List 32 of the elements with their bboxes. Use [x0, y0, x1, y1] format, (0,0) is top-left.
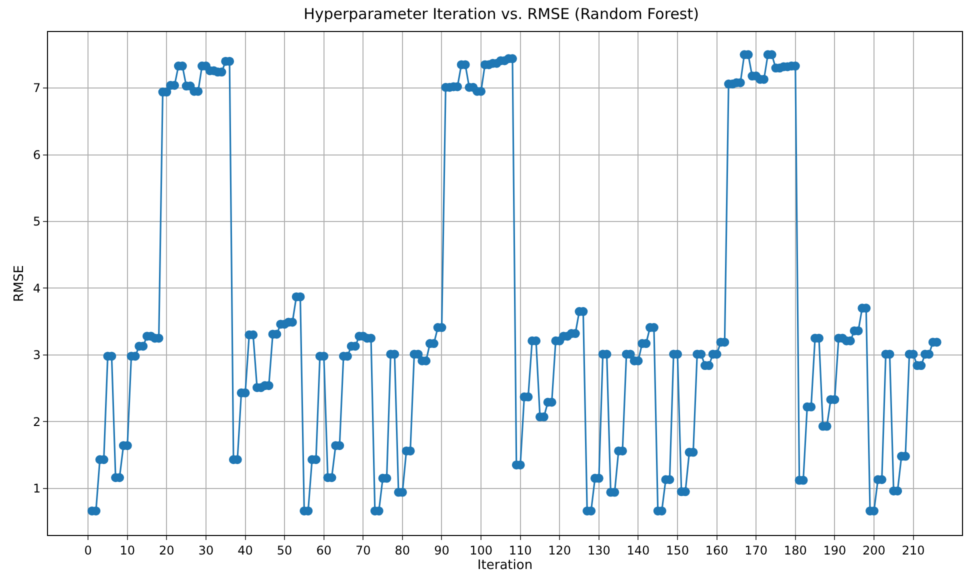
x-tick-label: 170: [744, 543, 768, 558]
y-tick-label: 5: [32, 214, 41, 229]
x-tick-label: 120: [548, 543, 572, 558]
y-tick-label: 2: [32, 414, 41, 429]
x-tick-label: 30: [198, 543, 214, 558]
x-tick-label: 20: [159, 543, 174, 558]
x-tick-label: 190: [823, 543, 846, 558]
x-tick-label: 130: [587, 543, 610, 558]
y-tick-label: 3: [32, 348, 41, 362]
x-axis-title: Iteration: [477, 558, 533, 573]
y-tick-label: 4: [32, 281, 41, 296]
x-tick-label: 140: [626, 543, 650, 558]
x-tick-label: 80: [394, 543, 410, 558]
x-tick-label: 40: [238, 543, 253, 558]
x-tick-label: 210: [902, 543, 925, 558]
y-axis-title: RMSE: [12, 265, 27, 302]
x-tick-label: 180: [784, 543, 807, 558]
x-tick-label: 200: [862, 543, 886, 558]
chart-title: Hyperparameter Iteration vs. RMSE (Random Forest): [304, 5, 699, 24]
y-tick-label: 6: [32, 148, 41, 162]
y-tick-label: 7: [32, 81, 41, 96]
x-tick-label: 70: [356, 543, 371, 558]
x-tick-label: 110: [508, 543, 532, 558]
x-tick-label: 90: [434, 543, 450, 558]
x-tick-label: 160: [705, 543, 728, 558]
x-tick-label: 100: [470, 543, 492, 558]
x-tick-label: 0: [84, 543, 92, 558]
x-tick-label: 50: [276, 543, 292, 558]
x-tick-label: 10: [120, 543, 136, 558]
x-tick-label: 60: [316, 543, 332, 558]
y-tick-label: 1: [32, 482, 41, 496]
x-tick-label: 150: [666, 543, 689, 558]
